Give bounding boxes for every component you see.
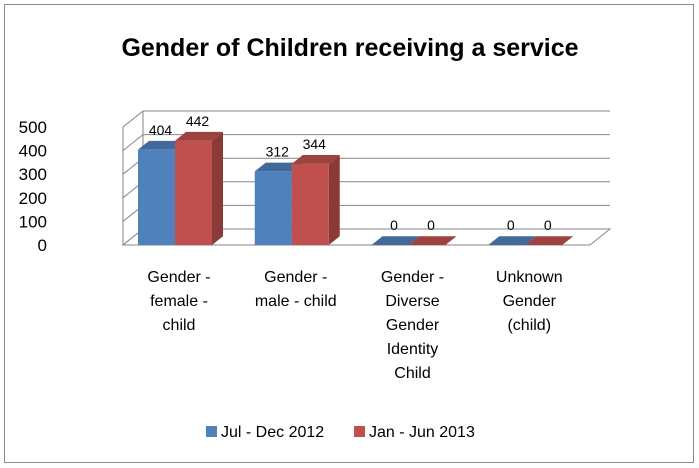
bar-top bbox=[175, 131, 223, 141]
chart-bars bbox=[138, 131, 574, 245]
bar bbox=[175, 140, 212, 245]
data-label: 312 bbox=[266, 144, 290, 160]
bar-side bbox=[212, 131, 223, 245]
bar-top bbox=[291, 155, 340, 164]
legend: Jul - Dec 2012 Jan - Jun 2013 bbox=[206, 424, 475, 441]
category-label: Gender - bbox=[147, 269, 210, 286]
legend-swatch bbox=[206, 426, 217, 437]
bar-top bbox=[488, 236, 537, 245]
bar bbox=[254, 171, 292, 245]
category-label: Unknown bbox=[496, 269, 563, 286]
category-label: female - bbox=[150, 293, 208, 310]
bar bbox=[291, 163, 329, 245]
data-label: 442 bbox=[186, 113, 210, 129]
category-label: (child) bbox=[507, 317, 551, 334]
y-tick-label: 0 bbox=[38, 236, 47, 255]
data-label: 0 bbox=[427, 217, 435, 233]
data-label: 344 bbox=[303, 136, 327, 152]
category-label: Gender bbox=[386, 317, 440, 334]
y-tick-label: 200 bbox=[19, 189, 47, 208]
category-label: Gender bbox=[503, 293, 557, 310]
category-label: Identity bbox=[387, 341, 439, 358]
category-label: male - child bbox=[255, 293, 337, 310]
data-label: 0 bbox=[544, 217, 552, 233]
y-tick-label: 100 bbox=[19, 212, 47, 231]
bar-top bbox=[254, 162, 303, 172]
data-label: 0 bbox=[507, 217, 515, 233]
legend-label: Jul - Dec 2012 bbox=[221, 424, 324, 441]
category-label: child bbox=[163, 317, 196, 334]
chart-title: Gender of Children receiving a service bbox=[121, 34, 578, 62]
gridline-depth-500 bbox=[122, 110, 144, 128]
y-tick-label: 500 bbox=[19, 118, 47, 137]
category-label: Gender - bbox=[381, 269, 444, 286]
y-tick-label: 400 bbox=[19, 142, 47, 161]
gridline-depth-400 bbox=[122, 134, 144, 151]
bar-top bbox=[525, 236, 574, 245]
legend-swatch bbox=[354, 426, 365, 437]
bar-side bbox=[328, 155, 340, 245]
legend-label: Jan - Jun 2013 bbox=[369, 424, 475, 441]
chart-labels: 0 100 200 300 400 500 404 442 Gender - female - ch… bbox=[19, 113, 563, 382]
bar-top bbox=[371, 236, 420, 245]
bar bbox=[138, 149, 175, 245]
category-label: Gender - bbox=[264, 269, 327, 286]
data-label: 404 bbox=[149, 122, 173, 138]
category-label: Child bbox=[394, 365, 430, 382]
bar-top bbox=[408, 236, 457, 245]
data-label: 0 bbox=[390, 217, 398, 233]
bar-top bbox=[138, 140, 186, 150]
category-label: Diverse bbox=[385, 293, 439, 310]
y-tick-label: 300 bbox=[19, 165, 47, 184]
